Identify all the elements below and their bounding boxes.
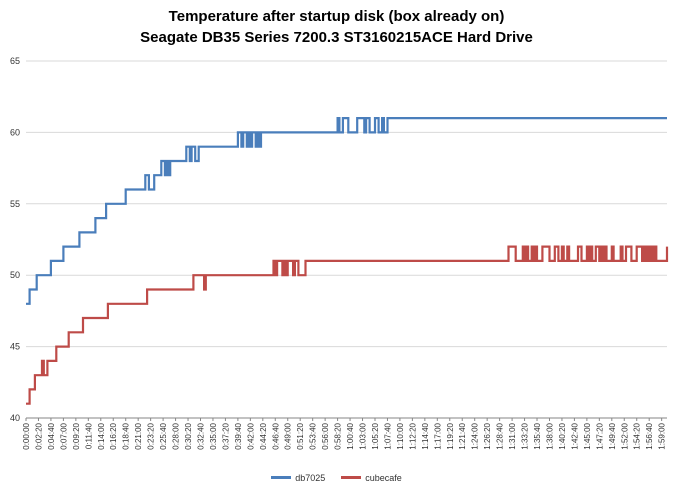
- x-tick-label: 0:14:00: [97, 422, 106, 449]
- x-tick-label: 0:46:40: [271, 422, 280, 449]
- x-tick-label: 0:23:20: [147, 422, 156, 449]
- x-tick-label: 1:59:00: [658, 422, 667, 449]
- x-tick-label: 1:33:20: [521, 422, 530, 449]
- series-line-db7025: [26, 117, 667, 305]
- y-tick-label: 45: [10, 342, 20, 352]
- x-tick-label: 0:44:20: [259, 422, 268, 449]
- legend-label: db7025: [295, 472, 326, 483]
- x-tick-label: 0:35:00: [209, 422, 218, 449]
- x-tick-label: 0:02:20: [34, 422, 43, 449]
- x-tick-label: 0:09:20: [72, 422, 81, 449]
- chart-subtitle: Seagate DB35 Series 7200.3 ST3160215ACE …: [140, 29, 533, 46]
- x-tick-label: 0:07:00: [59, 422, 68, 449]
- y-tick-label: 60: [10, 127, 20, 137]
- x-tick-label: 1:17:00: [433, 422, 442, 449]
- x-tick-label: 0:49:00: [284, 422, 293, 449]
- x-tick-label: 0:30:20: [184, 422, 193, 449]
- chart-legend: db7025 cubecafe: [0, 471, 673, 483]
- y-tick-label: 50: [10, 270, 20, 280]
- x-tick-label: 1:19:20: [446, 422, 455, 449]
- x-tick-label: 0:56:00: [321, 422, 330, 449]
- x-tick-label: 0:58:20: [334, 422, 343, 449]
- x-tick-label: 1:14:40: [421, 422, 430, 449]
- series-line-cubecafe: [26, 245, 669, 405]
- x-tick-label: 1:52:00: [620, 422, 629, 449]
- x-tick-label: 1:54:20: [633, 422, 642, 449]
- x-tick-label: 1:03:00: [359, 422, 368, 449]
- y-tick-label: 40: [10, 413, 20, 423]
- x-tick-label: 0:37:20: [221, 422, 230, 449]
- x-tick-label: 1:12:20: [408, 422, 417, 449]
- legend-swatch: [341, 476, 362, 479]
- x-tick-label: 1:00:40: [346, 422, 355, 449]
- x-tick-label: 0:16:20: [109, 422, 118, 449]
- x-tick-label: 0:11:40: [84, 422, 93, 449]
- x-tick-label: 1:47:20: [595, 422, 604, 449]
- legend-swatch: [271, 476, 292, 479]
- x-tick-label: 0:51:20: [296, 422, 305, 449]
- x-tick-label: 1:26:20: [483, 422, 492, 449]
- legend-item-cubecafe: cubecafe: [341, 473, 402, 483]
- x-tick-label: 0:32:40: [196, 422, 205, 449]
- x-tick-label: 0:25:40: [159, 422, 168, 449]
- x-tick-label: 1:05:20: [371, 422, 380, 449]
- legend-label: cubecafe: [365, 472, 402, 483]
- x-tick-label: 1:40:20: [558, 422, 567, 449]
- x-tick-label: 0:28:00: [172, 422, 181, 449]
- x-tick-label: 1:45:00: [583, 422, 592, 449]
- x-tick-label: 1:56:40: [645, 422, 654, 449]
- x-tick-label: 0:18:40: [122, 422, 131, 449]
- x-tick-label: 1:35:40: [533, 422, 542, 449]
- x-tick-label: 1:24:00: [471, 422, 480, 449]
- x-tick-label: 1:07:40: [383, 422, 392, 449]
- y-tick-label: 65: [10, 56, 20, 66]
- x-tick-label: 0:00:00: [22, 422, 31, 449]
- x-tick-label: 0:42:00: [246, 422, 255, 449]
- x-tick-label: 1:21:40: [458, 422, 467, 449]
- x-tick-label: 1:49:40: [608, 422, 617, 449]
- x-tick-label: 1:42:40: [570, 422, 579, 449]
- x-tick-label: 0:04:40: [47, 422, 56, 449]
- x-tick-label: 1:38:00: [545, 422, 554, 449]
- x-tick-label: 0:21:00: [134, 422, 143, 449]
- x-tick-label: 0:39:40: [234, 422, 243, 449]
- x-tick-label: 0:53:40: [309, 422, 318, 449]
- y-tick-label: 55: [10, 199, 20, 209]
- legend-item-db7025: db7025: [271, 473, 325, 483]
- x-tick-label: 1:31:00: [508, 422, 517, 449]
- x-tick-label: 1:28:40: [496, 422, 505, 449]
- chart-title: Temperature after startup disk (box alre…: [168, 8, 505, 25]
- x-tick-label: 1:10:00: [396, 422, 405, 449]
